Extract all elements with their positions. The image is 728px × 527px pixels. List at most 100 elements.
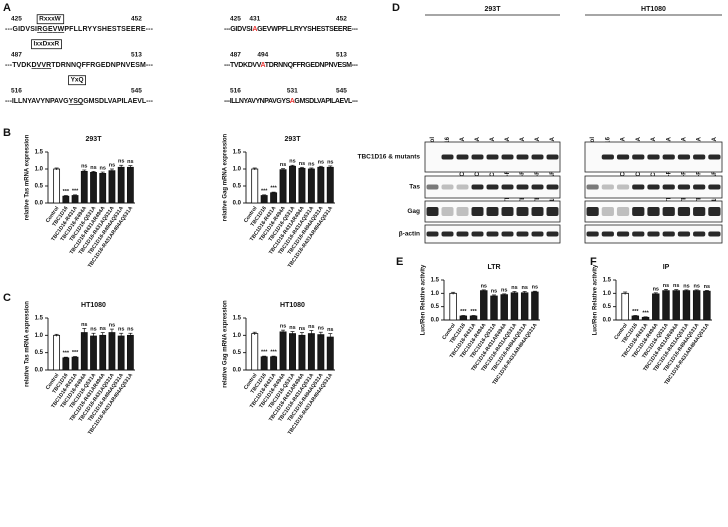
blot-band [486,231,499,237]
bar [251,168,259,204]
error-bar [633,315,638,317]
bar [662,290,670,321]
y-axis-label: relative Tas mRNA expression [25,134,31,220]
blot-band [516,184,529,190]
blot-band [441,207,454,216]
blot-band [486,184,499,190]
error-bar [299,166,304,170]
significance: *** [470,309,477,315]
bar [459,315,468,321]
bar [279,331,287,371]
error-bar [684,289,689,292]
blot-band [647,184,660,190]
bar [317,334,325,371]
significance: ns [90,327,96,333]
significance: *** [261,188,268,194]
mutated-residue: A [290,98,295,105]
y-tick-label: 1.0 [603,291,612,297]
blot-band [677,231,691,237]
motif-residues: DVVR [32,62,52,69]
y-tick-label: 0.5 [35,184,44,190]
significance: ns [308,324,314,330]
y-tick-label: 1.0 [233,333,242,339]
sequence-part: ---TVDK [5,62,31,69]
bar [621,292,629,321]
chart-title: HT1080 [280,302,305,309]
blot-band [693,207,706,216]
error-bar [532,290,537,293]
y-tick-label: 1.0 [233,167,242,173]
blot-band [677,154,691,160]
sequence: ---ILLNYAVYNPAVGYSAGMSDLVAPILAEVL--- [224,98,359,105]
blot-band [471,154,484,160]
error-bar [481,289,486,292]
significance: ns [673,283,679,289]
motif-box [36,14,65,25]
blot-band [531,154,544,160]
significance: *** [72,188,79,194]
residue-end: 513 [336,52,347,59]
chart-title: LTR [487,264,500,271]
sequence: ---ILLNYAVYNPAVGYSQGMSDLVAPILAEVL--- [5,98,154,105]
error-bar [299,332,304,339]
chart-title: HT1080 [81,302,106,309]
residue-end: 545 [131,88,142,95]
blot-band [456,184,469,190]
blot-band [586,207,599,216]
blot-band [516,207,529,216]
bar [703,290,711,321]
blot-band [531,184,544,190]
y-tick-label: 1.0 [35,333,44,339]
blot-band [647,154,660,160]
error-bar [63,356,68,359]
blot-band [486,154,499,160]
error-bar [471,315,476,317]
blot-band [586,231,599,237]
significance: ns [327,159,333,165]
blot-band [501,207,514,216]
sequence-part: ---TVDKDVV [224,62,262,69]
significance: ns [109,162,115,168]
blot-band [471,231,484,237]
bar [62,195,70,204]
significance: *** [632,309,639,315]
error-bar [109,328,114,337]
significance: ns [521,285,527,291]
blot-band [616,231,630,237]
y-axis-label: relative Tas mRNA expression [25,301,31,387]
blot-band [501,154,514,160]
y-axis-label: relative Gag mRNA expression [223,133,229,221]
significance: ns [109,323,115,329]
error-bar [119,164,124,170]
error-bar [100,171,105,175]
residue-start: 487 [230,52,241,59]
bar [90,171,97,204]
y-tick-label: 0.5 [603,304,612,310]
blot-band [677,184,691,190]
blot-band [546,231,559,237]
error-bar [63,195,68,197]
bar [631,315,640,321]
y-tick-label: 1.5 [233,316,242,322]
blot-band [693,184,706,190]
blot-band [708,207,721,216]
significance: ns [289,325,295,331]
error-bar [309,167,314,171]
significance: ns [289,159,295,165]
bar [682,290,691,321]
blot-band [531,207,544,216]
error-bar [653,292,658,295]
chart-title: 293T [285,136,302,143]
significance: ns [683,283,689,289]
sequence: ---TVDKDVVRTDRNNQFFRGEDNPNVESM--- [5,62,154,69]
y-tick-label: 1.0 [431,291,440,297]
y-tick-label: 0.0 [35,368,44,374]
error-bar [674,289,679,292]
bar [117,335,125,371]
sequence-part: GMSDLVAPILAEVL--- [83,98,153,105]
blot-row-label: Tas [409,184,420,191]
bar [108,170,116,204]
error-bar [318,331,323,338]
significance: ns [90,165,96,171]
